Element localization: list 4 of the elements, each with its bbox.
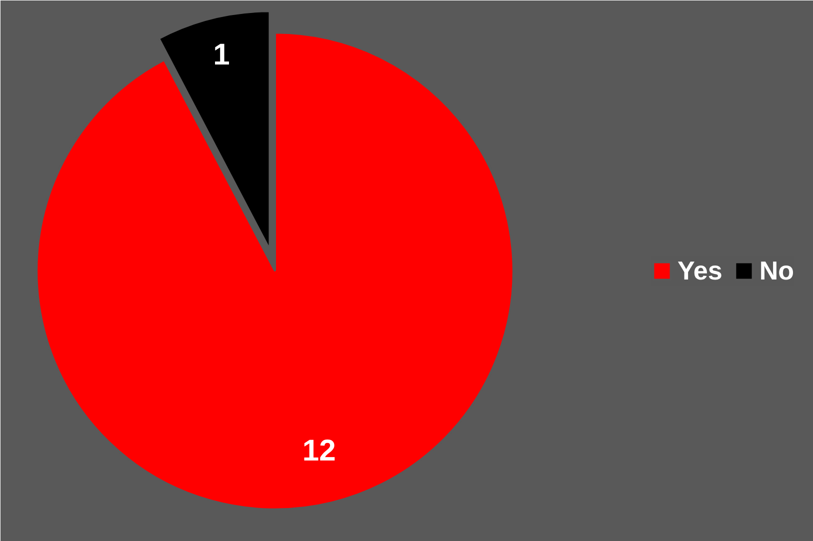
legend-label: Yes: [678, 255, 722, 286]
data-label: 1: [213, 38, 230, 72]
legend-label: No: [759, 255, 794, 286]
data-label: 12: [302, 434, 336, 468]
